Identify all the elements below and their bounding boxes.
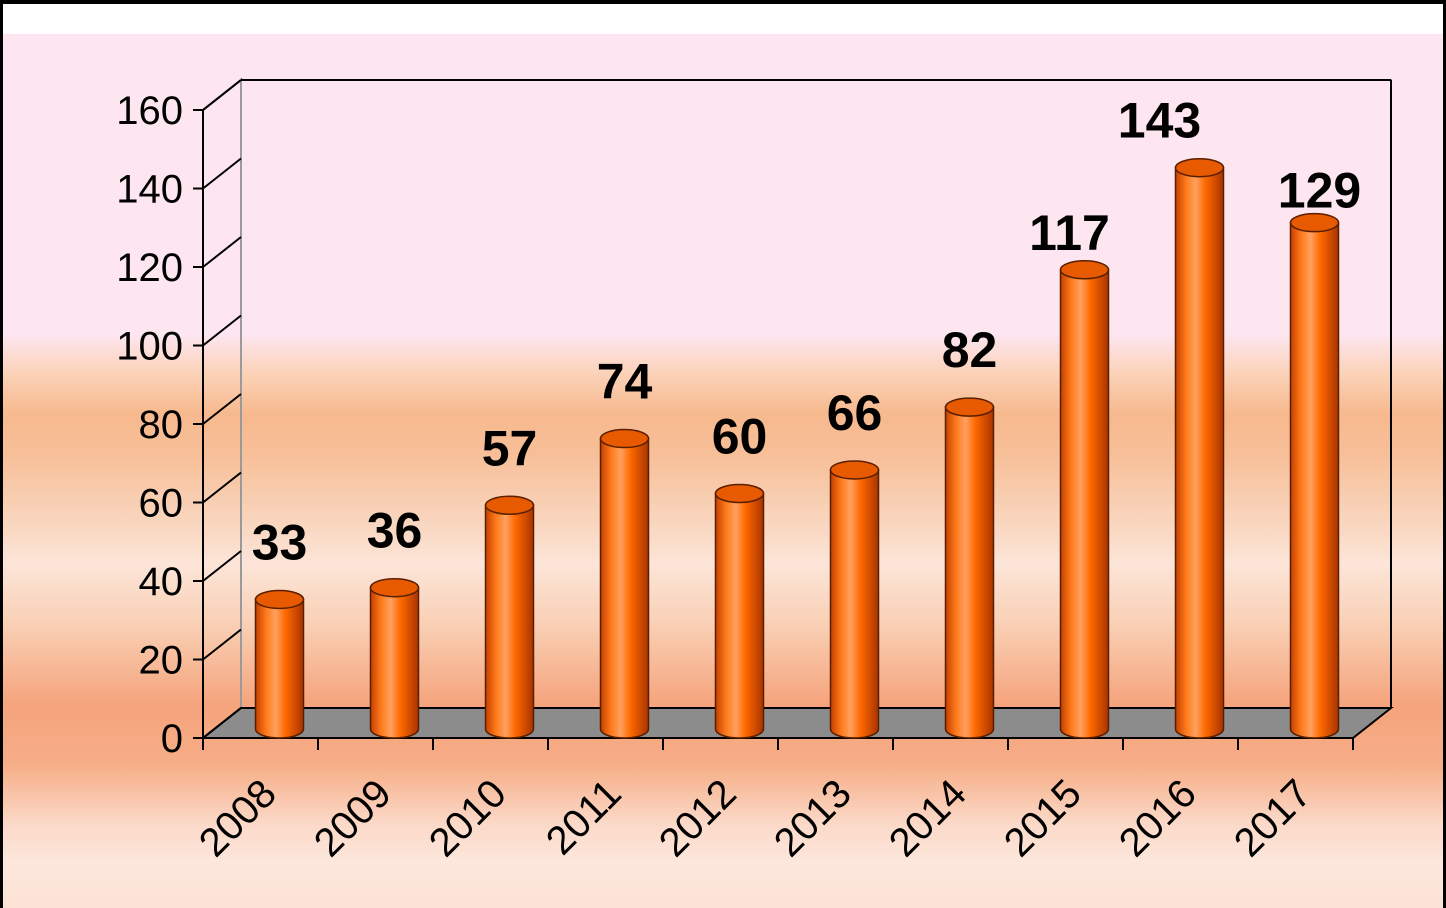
data-label: 143 — [1118, 93, 1201, 149]
x-tick-label: 2012 — [651, 771, 745, 865]
bar-top — [254, 589, 305, 610]
bar-2015 — [1059, 260, 1110, 739]
y-tick-depth — [202, 628, 242, 661]
bar-2010 — [484, 495, 535, 739]
bar-2009 — [369, 577, 420, 739]
y-tick-label: 80 — [139, 403, 184, 447]
y-tick-label: 20 — [139, 639, 184, 683]
bar-body — [1289, 221, 1340, 739]
bar-2017 — [1289, 212, 1340, 739]
y-tick-depth — [202, 236, 242, 268]
bar-body — [369, 586, 420, 739]
data-label: 33 — [252, 514, 308, 570]
x-axis: 2008 2009 2010 2011 2012 2013 2014 2015 2016 2017 — [191, 737, 1354, 865]
data-label: 57 — [482, 420, 538, 476]
data-label: 66 — [827, 385, 883, 441]
data-label: 82 — [942, 322, 998, 378]
bar-body — [829, 469, 880, 739]
y-tick-depth — [202, 471, 242, 504]
bar-body — [484, 504, 535, 739]
bar-body — [714, 492, 765, 739]
bar-2016 — [1174, 157, 1225, 739]
x-tick-label: 2015 — [996, 771, 1090, 865]
bar-body — [944, 406, 995, 739]
y-axis: 0 20 40 60 80 100 120 140 160 — [116, 79, 242, 761]
x-tick-label: 2016 — [1111, 771, 1205, 865]
y-tick-depth — [202, 314, 242, 347]
data-label: 60 — [712, 409, 768, 465]
data-label: 117 — [1029, 205, 1110, 261]
y-tick-depth — [202, 550, 242, 582]
bar-top — [369, 577, 420, 598]
data-label: 129 — [1278, 163, 1361, 219]
y-tick-label: 160 — [116, 89, 183, 133]
y-tick-label: 0 — [161, 717, 183, 761]
bar-top — [944, 397, 995, 417]
bar-body — [1059, 269, 1110, 739]
y-tick-label: 60 — [139, 482, 184, 526]
bar-body — [599, 437, 650, 739]
bar-top — [1289, 212, 1340, 233]
bar-2013 — [829, 460, 880, 739]
data-label: 74 — [597, 354, 653, 410]
bar-2014 — [944, 397, 995, 739]
bar-2012 — [714, 483, 765, 739]
x-tick-label: 2014 — [881, 771, 975, 865]
bar-top — [1059, 260, 1110, 280]
y-tick-label: 120 — [116, 246, 183, 290]
bar-2011 — [599, 428, 650, 739]
bar-top — [829, 460, 880, 480]
y-tick-depth — [202, 79, 242, 111]
bar-body — [254, 598, 305, 739]
bar-body — [1174, 166, 1225, 739]
y-tick-depth — [202, 707, 242, 739]
bar-top — [599, 428, 650, 449]
bar-top — [1174, 157, 1225, 178]
bar-top — [714, 483, 765, 504]
x-tick-label: 2017 — [1226, 771, 1320, 865]
y-tick-label: 40 — [139, 560, 184, 604]
bars — [254, 157, 1340, 739]
x-tick-label: 2009 — [306, 771, 400, 865]
data-label: 36 — [367, 503, 423, 559]
y-tick-depth — [202, 393, 242, 425]
y-tick-depth — [202, 157, 242, 190]
x-tick-label: 2011 — [538, 771, 630, 863]
y-tick-label: 100 — [116, 325, 183, 369]
y-tick-label: 140 — [116, 168, 183, 212]
bar-2008 — [254, 589, 305, 739]
bar-top — [484, 495, 535, 516]
x-tick-label: 2008 — [191, 771, 285, 865]
x-tick-label: 2010 — [421, 771, 515, 865]
x-tick-label: 2013 — [766, 771, 860, 865]
